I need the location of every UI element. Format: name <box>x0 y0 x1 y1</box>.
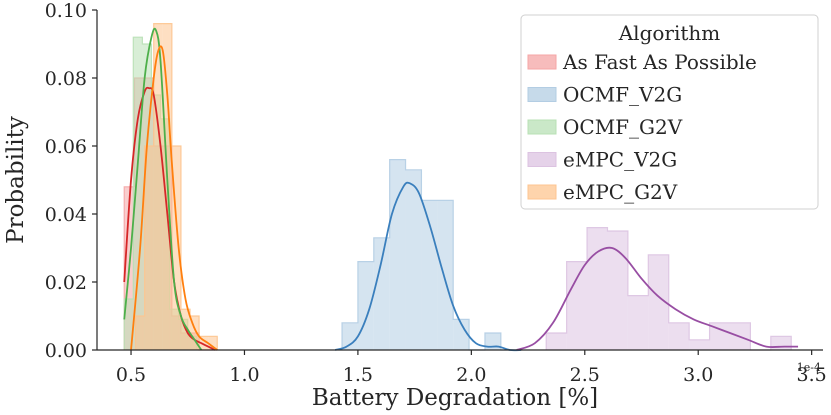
legend-label-ocmf-v2g: OCMF_V2G <box>563 83 682 107</box>
legend-swatch-as-fast-as-possible <box>527 54 557 70</box>
histogram-bar <box>373 237 390 350</box>
histogram-empc-v2g <box>545 227 792 351</box>
histogram-bar <box>124 299 134 350</box>
legend-swatch-empc-g2v <box>527 184 557 200</box>
histogram-bar <box>587 227 608 350</box>
legend-label-ocmf-g2v: OCMF_G2V <box>563 115 683 139</box>
y-axis-label: Probability <box>3 116 29 244</box>
kde-line-ocmf-v2g <box>334 181 522 352</box>
y-tick-label: 0.04 <box>45 204 87 226</box>
histogram-bar <box>342 322 358 350</box>
histogram-bar <box>607 231 628 350</box>
x-tick-label: 2.0 <box>456 364 486 386</box>
histogram-bar <box>153 23 163 350</box>
histogram-bar <box>668 322 690 350</box>
histogram-bar <box>208 336 218 350</box>
legend-box <box>520 14 819 210</box>
histogram-bar <box>689 339 710 350</box>
y-tick-label: 0.08 <box>45 68 87 90</box>
histogram-ocmf-v2g <box>341 159 517 351</box>
histogram-bar <box>133 37 143 350</box>
histogram-bar <box>770 336 792 350</box>
histogram-bar <box>627 295 649 350</box>
x-tick-label: 3.0 <box>683 364 713 386</box>
histogram-bar <box>171 146 181 350</box>
legend-swatch-empc-v2g <box>527 152 557 167</box>
y-tick-label: 0.02 <box>45 272 87 294</box>
kde-line-empc-g2v <box>130 45 218 351</box>
histogram-bar <box>199 336 209 350</box>
legend-swatch-ocmf-g2v <box>527 119 557 135</box>
histogram-bar <box>546 333 567 350</box>
histogram-bar <box>453 319 470 350</box>
histogram-outline <box>341 159 517 351</box>
kde-line-ocmf-g2v <box>123 27 203 351</box>
y-tick-label: 0.00 <box>45 340 87 362</box>
legend: Algorithm As Fast As Possible OCMF_V2G OCMF… <box>520 14 819 210</box>
histogram-bar <box>437 200 454 350</box>
x-tick-label: 1.0 <box>229 364 259 386</box>
y-tick-label: 0.10 <box>45 0 87 22</box>
axes: 0.5 1.0 1.5 2.0 2.5 3.0 3.5 0.00 0.02 0.04 0.06 0.0… <box>3 0 827 411</box>
legend-swatch-ocmf-v2g <box>527 87 557 102</box>
histogram-bar <box>405 169 422 350</box>
legend-title: Algorithm <box>618 21 721 45</box>
histogram-bar <box>144 146 154 350</box>
x-tick-label: 3.5 <box>797 364 827 386</box>
x-offset-label: 1e-4 <box>797 361 821 374</box>
kde-line-empc-v2g <box>516 246 799 351</box>
y-tick-label: 0.06 <box>45 136 87 158</box>
legend-label-as-fast-as-possible: As Fast As Possible <box>562 50 757 74</box>
histogram-bar <box>566 261 588 350</box>
legend-label-empc-g2v: eMPC_G2V <box>563 180 678 204</box>
histogram-bar <box>190 316 200 350</box>
x-tick-label: 0.5 <box>116 364 146 386</box>
x-tick-label: 1.5 <box>343 364 373 386</box>
x-tick-label: 2.5 <box>570 364 600 386</box>
histogram-bar <box>135 316 145 350</box>
kde-line-as-fast-as-possible <box>123 86 216 351</box>
histogram-bar <box>648 254 669 350</box>
histogram-bar <box>357 261 374 350</box>
kde-curves <box>123 27 799 352</box>
legend-label-empc-v2g: eMPC_V2G <box>563 148 677 172</box>
histogram-bars <box>123 23 792 351</box>
x-axis-label: Battery Degradation [%] <box>312 385 598 411</box>
histogram-bar <box>709 322 730 350</box>
